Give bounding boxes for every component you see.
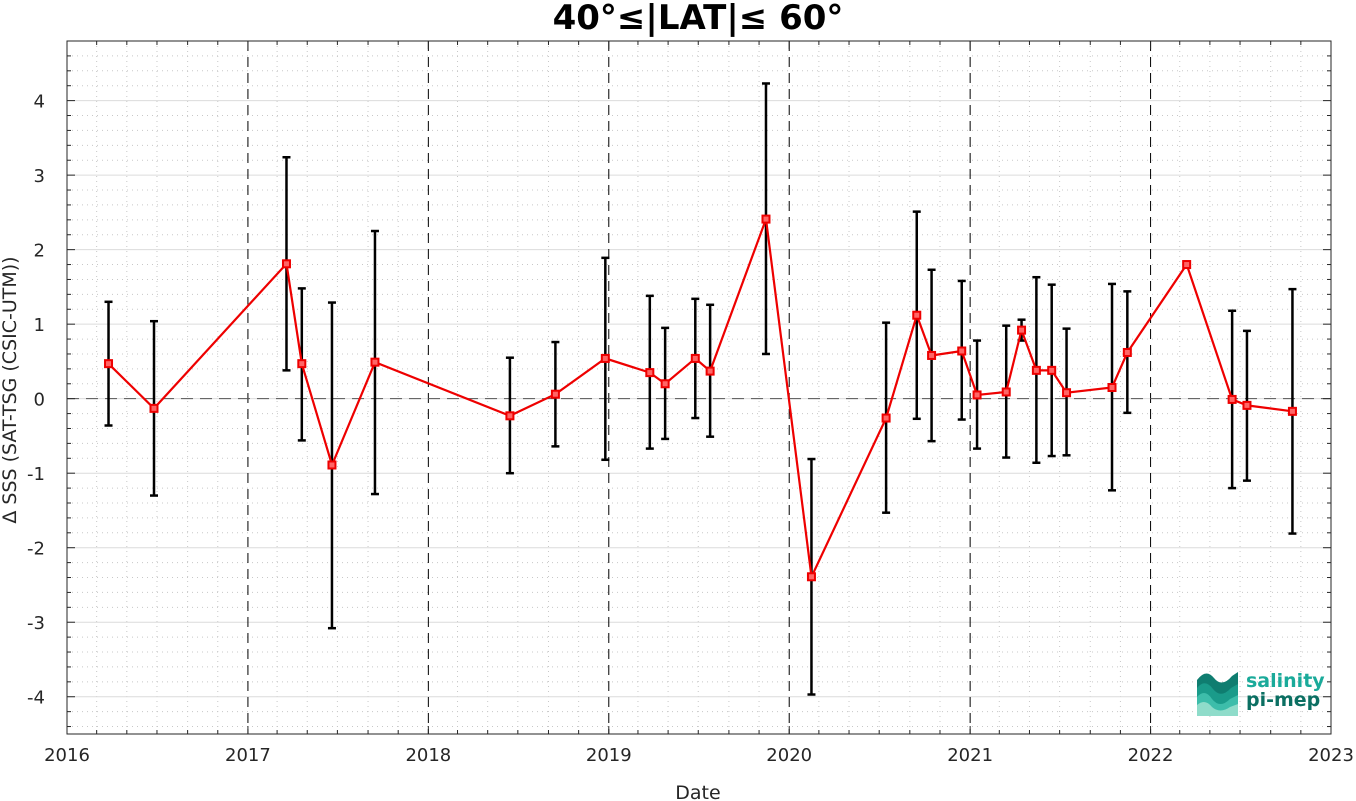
data-point-marker [327,460,337,470]
x-tick-labels: 2016 2017 2018 2019 2020 2021 2022 2023 [44,745,1354,766]
data-point-marker [1227,394,1237,404]
logo-text-pimep: pi-mep [1246,689,1320,711]
data-point-marker [690,353,700,363]
data-point-marker [881,413,891,423]
data-point-marker [1182,260,1192,270]
salinity-pimep-logo: salinity pi-mep [1197,670,1325,716]
data-point-marker [1001,387,1011,397]
data-point-marker [550,389,560,399]
y-tick-label: -1 [27,464,45,485]
x-tick-label: 2019 [586,745,632,766]
y-tick-label: 4 [34,92,45,113]
x-tick-label: 2021 [947,745,993,766]
data-point-marker [957,346,967,356]
data-point-marker [761,214,771,224]
y-tick-label: 3 [34,166,45,187]
y-tick-label: -2 [27,539,45,560]
data-point-marker [1017,325,1027,335]
data-point-marker [1031,365,1041,375]
tick-marks [66,40,1332,734]
data-point-marker [370,357,380,367]
data-point-marker [912,310,922,320]
data-point-marker [505,411,515,421]
minor-grid [67,40,1331,734]
data-point-marker [1062,388,1072,398]
x-tick-label: 2020 [766,745,812,766]
data-point-marker [104,359,114,369]
data-point-marker [645,368,655,378]
data-point-marker [806,572,816,582]
data-markers [104,214,1297,582]
y-tick-label: 2 [34,241,45,262]
y-tick-label: -3 [27,613,45,634]
x-tick-label: 2018 [405,745,451,766]
data-point-marker [281,259,291,269]
x-tick-label: 2022 [1128,745,1174,766]
x-tick-label: 2017 [225,745,271,766]
year-lines [247,41,1152,734]
data-point-marker [1242,400,1252,410]
x-tick-label: 2023 [1308,745,1354,766]
data-point-marker [1122,347,1132,357]
logo-text-salinity: salinity [1246,670,1325,692]
data-point-marker [1047,365,1057,375]
y-tick-labels: -4 -3 -2 -1 0 1 2 3 4 [27,92,45,709]
data-point-marker [600,353,610,363]
data-point-marker [927,350,937,360]
wave-logo-icon [1197,672,1238,716]
data-point-marker [1107,383,1117,392]
data-point-marker [972,390,982,400]
data-point-marker [1287,406,1297,416]
y-tick-label: 0 [34,390,45,411]
data-point-marker [149,403,159,413]
data-point-marker [705,366,715,376]
y-tick-label: -4 [27,688,45,709]
y-tick-label: 1 [34,315,45,336]
y-axis-label: Δ SSS (SAT-TSG (CSIC-UTM)) [0,256,21,523]
data-point-marker [297,359,307,369]
chart-title: 40°≤|LAT|≤ 60° [553,0,844,38]
x-axis-label: Date [675,782,720,801]
data-point-marker [660,379,670,389]
x-tick-label: 2016 [44,745,90,766]
plot-frame [66,40,1332,735]
